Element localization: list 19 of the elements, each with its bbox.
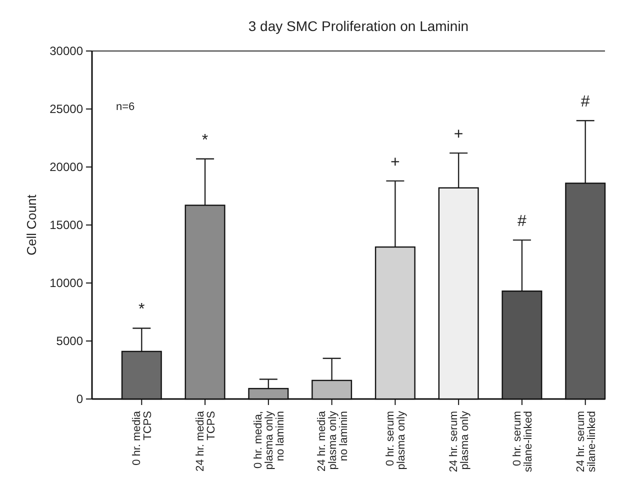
annotation: * — [202, 132, 208, 149]
y-tick-label: 30000 — [50, 44, 84, 58]
y-tick-label: 25000 — [50, 102, 84, 116]
annotation: # — [580, 94, 590, 111]
annotation: * — [138, 301, 145, 318]
annotation: # — [518, 213, 527, 230]
y-axis-title: Cell Count — [24, 194, 39, 256]
y-tick-label: 10000 — [50, 276, 84, 290]
annotation: + — [390, 154, 400, 171]
x-tick-label: 0 hr. media TCPS — [131, 410, 154, 466]
annotation: + — [454, 126, 464, 144]
y-tick-label: 5000 — [56, 334, 84, 348]
y-tick-label: 0 — [76, 392, 84, 406]
x-tick-label: 24 hr. media TCPS — [194, 410, 218, 472]
y-tick-label: 15000 — [50, 218, 84, 232]
y-tick-label: 20000 — [50, 160, 84, 174]
chart-title: 3 day SMC Proliferation on Laminin — [248, 18, 469, 34]
x-tick-label: 0 hr. media, plasma only no laminin — [252, 410, 286, 470]
annotation: n=6 — [116, 101, 135, 114]
